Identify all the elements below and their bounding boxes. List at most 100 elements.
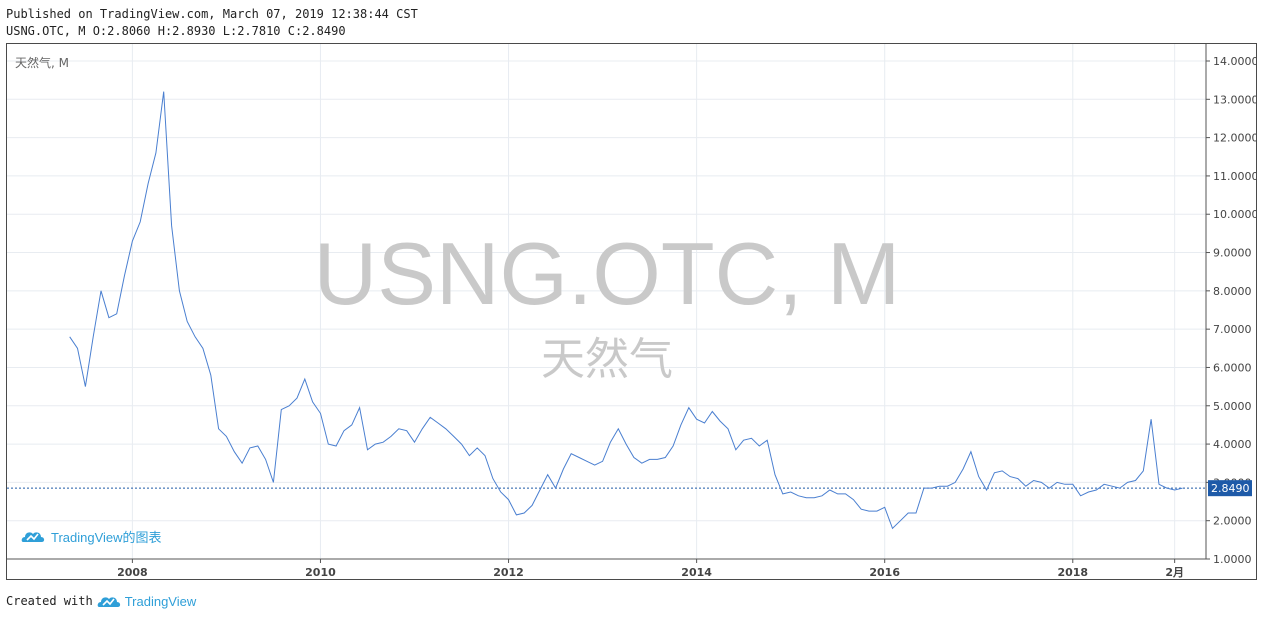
price-point	[633, 456, 635, 458]
price-point	[304, 378, 306, 380]
price-point	[1040, 481, 1042, 483]
price-point	[703, 422, 705, 424]
price-point	[272, 481, 274, 483]
price-series-line[interactable]	[69, 91, 1183, 530]
price-tick-label: 1.0000	[1213, 553, 1252, 566]
price-point	[601, 460, 603, 462]
price-point	[750, 437, 752, 439]
price-point	[727, 428, 729, 430]
price-tick-label: 9.0000	[1213, 247, 1252, 260]
price-point	[711, 410, 713, 412]
price-point	[202, 347, 204, 349]
price-point	[131, 240, 133, 242]
price-point	[1056, 481, 1058, 483]
price-point	[907, 512, 909, 514]
last-price-badge: 2.8490	[1208, 480, 1252, 497]
price-point	[539, 489, 541, 491]
price-tick-label: 10.0000	[1213, 208, 1257, 221]
price-point	[249, 447, 251, 449]
price-point	[836, 493, 838, 495]
price-point	[382, 441, 384, 443]
price-point	[390, 435, 392, 437]
price-point	[296, 397, 298, 399]
price-point	[1001, 470, 1003, 472]
price-tick-label: 7.0000	[1213, 323, 1252, 336]
price-point	[1009, 475, 1011, 477]
symbol-label: 天然气, M	[15, 55, 69, 70]
price-point	[970, 451, 972, 453]
price-point	[1079, 495, 1081, 497]
price-point	[335, 445, 337, 447]
price-point	[985, 489, 987, 491]
ohlc-header: USNG.OTC, M O:2.8060 H:2.8930 L:2.7810 C…	[6, 24, 346, 38]
time-tick-label: 2010	[305, 566, 336, 579]
price-point	[1032, 479, 1034, 481]
price-point	[829, 489, 831, 491]
created-with-text: Created with	[6, 594, 93, 608]
price-point	[805, 497, 807, 499]
price-point	[1111, 485, 1113, 487]
price-point	[531, 504, 533, 506]
watermark-symbol: USNG.OTC, M	[314, 224, 901, 323]
price-point	[233, 451, 235, 453]
price-point	[860, 508, 862, 510]
price-point	[774, 474, 776, 476]
price-tick-label: 2.0000	[1213, 515, 1252, 528]
price-point	[923, 487, 925, 489]
price-point	[852, 498, 854, 500]
price-chart[interactable]: USNG.OTC, M 天然气 天然气, M 14.0000 13.0000 12.…	[7, 44, 1257, 580]
price-point	[139, 221, 141, 223]
time-tick-label: 2018	[1057, 566, 1088, 579]
price-point	[1087, 491, 1089, 493]
price-point	[452, 435, 454, 437]
price-point	[327, 443, 329, 445]
price-point	[578, 456, 580, 458]
price-point	[562, 468, 564, 470]
price-point	[586, 460, 588, 462]
chart-frame[interactable]: USNG.OTC, M 天然气 天然气, M 14.0000 13.0000 12.…	[6, 43, 1257, 580]
price-point	[758, 445, 760, 447]
tradingview-brand-link[interactable]: TradingView	[124, 593, 197, 609]
price-point	[108, 316, 110, 318]
price-point	[366, 449, 368, 451]
price-point	[915, 512, 917, 514]
price-point	[719, 420, 721, 422]
price-point	[413, 441, 415, 443]
price-point	[609, 441, 611, 443]
price-point	[594, 464, 596, 466]
price-point	[978, 475, 980, 477]
price-point	[437, 422, 439, 424]
price-point	[288, 405, 290, 407]
price-point	[993, 472, 995, 474]
price-point	[92, 336, 94, 338]
price-point	[155, 152, 157, 154]
time-tick-label: 2008	[117, 566, 148, 579]
price-point	[656, 458, 658, 460]
price-point	[429, 416, 431, 418]
price-tick-label: 8.0000	[1213, 285, 1252, 298]
price-point	[962, 468, 964, 470]
price-point	[797, 495, 799, 497]
price-point	[476, 447, 478, 449]
price-point	[163, 90, 165, 92]
price-point	[116, 313, 118, 315]
price-point	[1181, 487, 1183, 489]
price-point	[883, 506, 885, 508]
price-tick-label: 5.0000	[1213, 400, 1252, 413]
time-tick-label: 2014	[681, 566, 712, 579]
price-point	[938, 485, 940, 487]
price-point	[1134, 479, 1136, 481]
price-point	[664, 456, 666, 458]
price-point	[257, 445, 259, 447]
price-point	[484, 454, 486, 456]
last-price-label: 2.8490	[1211, 482, 1250, 495]
price-point	[1150, 418, 1152, 420]
price-point	[217, 428, 219, 430]
price-point	[319, 412, 321, 414]
price-point	[492, 477, 494, 479]
price-tick-label: 6.0000	[1213, 361, 1252, 374]
tradingview-logo[interactable]: TradingView的图表	[21, 530, 162, 545]
price-point	[946, 485, 948, 487]
price-point	[766, 439, 768, 441]
price-tick-label: 13.0000	[1213, 93, 1257, 106]
